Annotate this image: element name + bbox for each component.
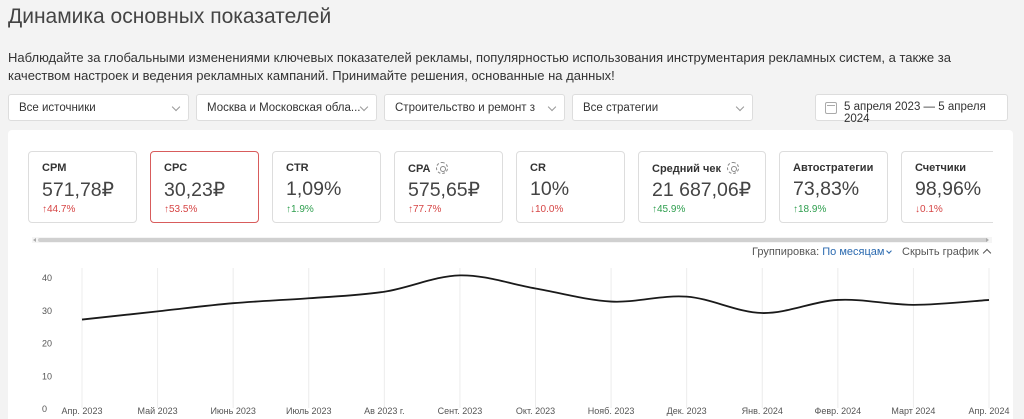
strategy-select[interactable]: Все стратегии	[572, 94, 753, 121]
metric-card-autostrategies[interactable]: Автостратегии 73,83% ↑18.9%	[779, 151, 888, 223]
metric-name: CPM	[42, 162, 67, 174]
x-tick-label: Нояб. 2023	[588, 406, 635, 416]
metric-value: 571,78₽	[42, 179, 115, 201]
metric-card-average-check[interactable]: Средний чек 21 687,06₽ ↑45.9%	[638, 151, 766, 223]
x-tick-label: Апр. 2023	[62, 406, 103, 416]
x-tick-label: Окт. 2023	[516, 406, 555, 416]
metrics-panel: CPM 571,78₽ ↑44.7% CPC 30,23₽ ↑53.5% CTR…	[8, 130, 1013, 419]
region-select[interactable]: Москва и Московская обла...	[196, 94, 377, 121]
gear-icon[interactable]	[436, 162, 449, 174]
metric-card-ctr[interactable]: CTR 1,09% ↑1.9%	[272, 151, 381, 223]
x-tick-label: Февр. 2024	[814, 406, 861, 416]
x-tick-label: Янв. 2024	[742, 406, 783, 416]
metric-change: ↑44.7%	[42, 204, 76, 215]
page-description: Наблюдайте за глобальными изменениями кл…	[8, 50, 951, 83]
metric-name: Автостратегии	[793, 162, 874, 174]
metric-value: 98,96%	[915, 178, 982, 200]
hide-chart-label: Скрыть график	[902, 246, 979, 258]
date-range-picker[interactable]: 5 апреля 2023 — 5 апреля 2024	[815, 94, 1008, 125]
y-tick-label: 0	[42, 404, 47, 414]
hide-chart-button[interactable]: Скрыть график	[902, 246, 992, 258]
metric-name: CTR	[286, 162, 309, 174]
metric-name: CPA	[408, 163, 431, 175]
metric-change: ↓0.1%	[915, 204, 943, 215]
metric-card-cr[interactable]: CR 10% ↓10.0%	[516, 151, 625, 223]
x-tick-label: Ав 2023 г.	[364, 406, 405, 416]
region-select-value: Москва и Московская обла...	[207, 101, 361, 114]
metric-value: 575,65₽	[408, 179, 481, 201]
x-tick-label: Апр. 2024	[969, 406, 1010, 416]
grouping-label: Группировка:	[752, 246, 820, 258]
source-select[interactable]: Все источники	[8, 94, 189, 121]
x-tick-label: Июль 2023	[286, 406, 331, 416]
x-tick-label: Март 2024	[891, 406, 935, 416]
metric-change: ↑1.9%	[286, 204, 314, 215]
grouping-control: Группировка: По месяцам	[752, 246, 893, 258]
x-tick-label: Май 2023	[138, 406, 178, 416]
grouping-value: По месяцам	[822, 246, 885, 258]
metric-name: Средний чек	[652, 163, 721, 175]
y-tick-label: 10	[42, 371, 52, 381]
metric-change: ↑77.7%	[408, 204, 442, 215]
metric-change: ↑45.9%	[652, 204, 686, 215]
date-range-value: 5 апреля 2023 — 5 апреля 2024	[844, 101, 986, 125]
cpc-series-line	[81, 274, 990, 321]
metric-card-counters[interactable]: Счетчики 98,96% ↓0.1%	[901, 151, 993, 223]
y-tick-label: 20	[42, 339, 52, 349]
gear-icon[interactable]	[727, 162, 739, 174]
y-tick-label: 40	[42, 273, 52, 283]
page-title: Динамика основных показателей	[8, 5, 332, 28]
metric-card-cpc[interactable]: CPC 30,23₽ ↑53.5%	[150, 151, 259, 223]
metric-name: Счетчики	[915, 162, 966, 174]
metric-value: 21 687,06₽	[652, 179, 752, 201]
strategy-select-value: Все стратегии	[583, 101, 659, 114]
scrollbar-thumb[interactable]	[38, 238, 988, 242]
metric-value: 10%	[530, 178, 570, 200]
x-tick-label: Дек. 2023	[667, 406, 707, 416]
y-tick-label: 30	[42, 306, 52, 316]
source-select-value: Все источники	[19, 101, 96, 114]
category-select[interactable]: Строительство и ремонт з	[384, 94, 565, 121]
metric-value: 1,09%	[286, 178, 342, 200]
metric-change: ↓10.0%	[530, 204, 564, 215]
metric-change: ↑53.5%	[164, 204, 198, 215]
x-tick-label: Июнь 2023	[210, 406, 255, 416]
metric-name-wrap: CPA	[408, 162, 449, 175]
category-select-value: Строительство и ремонт з	[395, 101, 536, 114]
scroll-left-icon[interactable]	[33, 238, 36, 242]
metric-name: CR	[530, 162, 546, 174]
metric-name-wrap: Средний чек	[652, 162, 739, 175]
metric-value: 30,23₽	[164, 179, 226, 201]
metric-card-cpm[interactable]: CPM 571,78₽ ↑44.7%	[28, 151, 137, 223]
metric-value: 73,83%	[793, 178, 860, 200]
metric-change: ↑18.9%	[793, 204, 827, 215]
grouping-select[interactable]: По месяцам	[822, 246, 893, 258]
scroll-right-icon[interactable]	[986, 238, 989, 242]
metric-name: CPC	[164, 162, 188, 174]
calendar-icon	[825, 102, 837, 114]
x-tick-label: Сент. 2023	[438, 406, 483, 416]
metric-card-cpa[interactable]: CPA 575,65₽ ↑77.7%	[394, 151, 503, 223]
